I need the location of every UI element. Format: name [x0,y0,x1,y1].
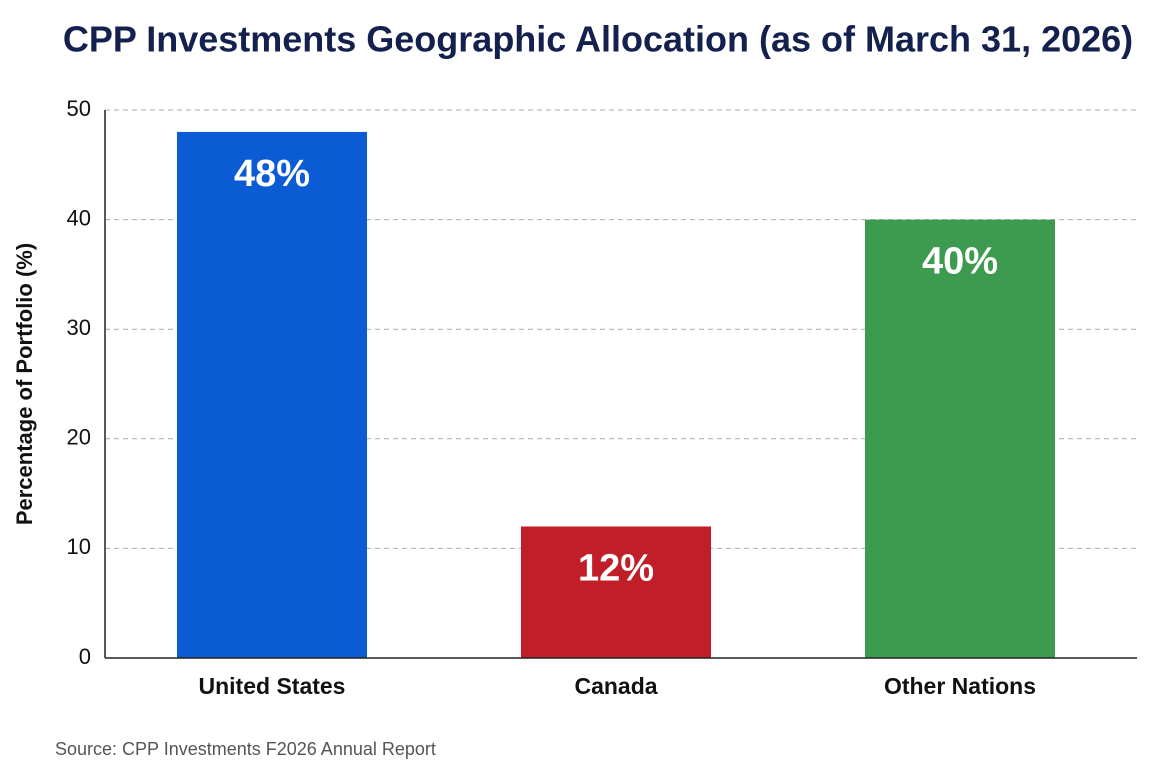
y-tick-label: 0 [79,644,91,669]
source-note: Source: CPP Investments F2026 Annual Rep… [55,739,436,759]
y-tick-label: 10 [67,534,91,559]
x-tick-label: Other Nations [884,673,1036,699]
y-axis-label: Percentage of Portfolio (%) [12,243,37,525]
bar [521,526,711,658]
value-label: 48% [234,153,310,195]
chart-title: CPP Investments Geographic Allocation (a… [63,19,1133,60]
value-label: 12% [578,548,654,590]
y-tick-label: 30 [67,315,91,340]
x-tick-label: Canada [574,673,657,699]
bar [177,131,367,659]
value-label: 40% [922,241,998,283]
x-tick-label: United States [199,673,346,699]
y-tick-label: 40 [67,205,91,230]
bar [865,219,1055,658]
y-tick-label: 50 [67,96,91,121]
y-tick-label: 20 [67,425,91,450]
